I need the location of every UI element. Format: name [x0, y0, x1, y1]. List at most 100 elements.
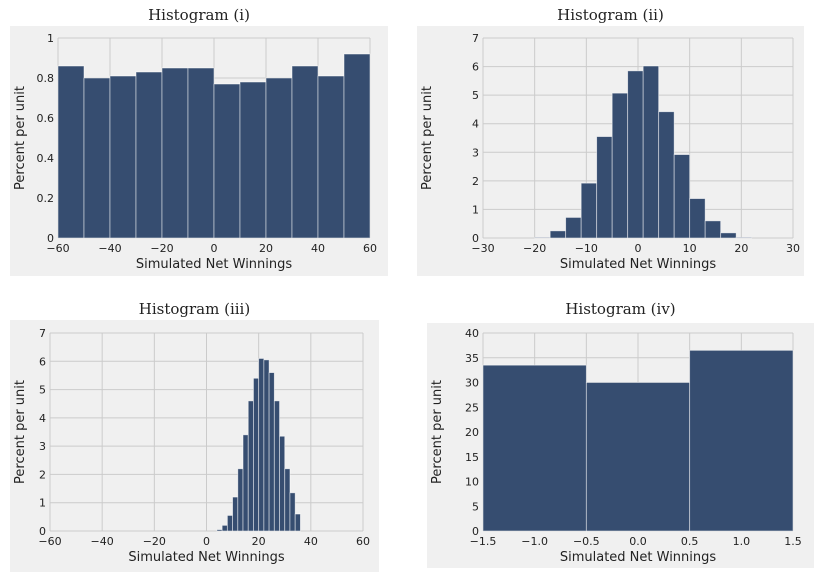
y-axis-label: Percent per unit: [13, 380, 28, 484]
histogram-title-iv: Histogram (iv): [565, 300, 676, 318]
y-tick-label: 3: [39, 440, 46, 453]
histogram-bar: [611, 92, 629, 239]
y-tick-label: 7: [472, 32, 479, 45]
x-tick-label: 30: [786, 242, 800, 255]
y-axis-label: Percent per unit: [430, 380, 445, 484]
y-tick-label: 4: [472, 118, 479, 131]
y-tick-label: 7: [39, 327, 46, 340]
histogram-bar: [289, 492, 296, 532]
x-tick-label: −0.5: [573, 535, 600, 548]
histogram-bar: [343, 53, 371, 239]
histogram-bar: [273, 400, 280, 532]
histogram-bar: [642, 65, 660, 239]
y-tick-label: 10: [465, 476, 479, 489]
histogram-bar: [482, 364, 587, 532]
y-tick-label: 0: [472, 232, 479, 245]
histogram-svg: −1.5 −1.0 −0.5 0.0 0.5 1.0 1.5 0 5 10 15 20 25 30 35 40…: [430, 327, 802, 565]
x-tick-label: 60: [356, 535, 370, 548]
y-axis-label: Percent per unit: [13, 86, 28, 190]
histogram-bar: [704, 220, 722, 239]
histogram-bar: [242, 434, 249, 532]
histogram-bar: [83, 77, 111, 239]
y-tick-label: 4: [39, 412, 46, 425]
y-tick-label: 3: [472, 146, 479, 159]
x-tick-label: 0.5: [681, 535, 699, 548]
x-tick-label: −20: [143, 535, 166, 548]
y-tick-label: 1: [47, 32, 54, 45]
histogram-bar: [263, 359, 270, 532]
y-tick-label: 15: [465, 451, 479, 464]
y-tick-label: 25: [465, 401, 479, 414]
x-tick-label: 20: [252, 535, 266, 548]
histogram-bar: [221, 524, 228, 532]
x-tick-label: 40: [311, 242, 325, 255]
histogram-bar: [627, 70, 644, 239]
histogram-bar: [239, 81, 267, 239]
histogram-bar: [549, 230, 567, 239]
y-axis-label: Percent per unit: [420, 86, 435, 190]
y-tick-label: 6: [472, 61, 479, 74]
histogram-bar: [161, 67, 189, 239]
y-tick-label: 30: [465, 377, 479, 390]
x-tick-label: 10: [683, 242, 697, 255]
histogram-bar: [284, 468, 291, 532]
histogram-bar: [658, 111, 675, 239]
histogram-bar: [265, 77, 293, 239]
x-tick-label: 1.5: [784, 535, 802, 548]
y-tick-label: 0.4: [37, 152, 55, 165]
histogram-bar: [213, 83, 241, 239]
y-tick-label: 40: [465, 327, 479, 340]
x-tick-label: −20: [150, 242, 173, 255]
histogram-bar: [237, 468, 244, 532]
y-tick-label: 0: [47, 232, 54, 245]
histogram-bar: [565, 217, 582, 239]
histogram-bar: [291, 65, 319, 239]
histogram-bar: [720, 232, 737, 239]
histogram-bar: [226, 515, 233, 532]
histogram-panel-i: −60 −40 −20 0 20 40 60 0 0.2 0.4 0.6 0.8 1 Simulated …: [10, 26, 388, 276]
histogram-title-iii: Histogram (iii): [138, 300, 251, 318]
y-tick-label: 35: [465, 352, 479, 365]
histogram-bar: [294, 513, 301, 532]
histogram-bar: [135, 71, 163, 239]
histogram-bar: [268, 372, 275, 532]
histogram-svg: −30 −20 −10 0 10 20 30 0 1 2 3 4 5 6 7 Simulated Net Wi…: [420, 32, 800, 272]
histogram-bar: [187, 67, 215, 239]
y-tick-label: 2: [39, 468, 46, 481]
y-tick-label: 0: [472, 525, 479, 538]
x-tick-label: −40: [98, 242, 121, 255]
y-tick-label: 1: [472, 203, 479, 216]
y-tick-label: 5: [472, 500, 479, 513]
x-tick-label: −60: [46, 242, 69, 255]
y-tick-label: 5: [39, 384, 46, 397]
x-tick-label: 0.0: [629, 535, 647, 548]
histogram-bar: [596, 136, 613, 239]
histogram-bar: [253, 377, 260, 532]
histogram-panel-ii: −30 −20 −10 0 10 20 30 0 1 2 3 4 5 6 7 Simulated Net Wi…: [417, 26, 804, 276]
x-axis-label: Simulated Net Winnings: [136, 257, 293, 272]
histogram-title-ii: Histogram (ii): [557, 6, 664, 24]
x-tick-label: −10: [575, 242, 598, 255]
histogram-svg: −60 −40 −20 0 20 40 60 0 0.2 0.4 0.6 0.8 1 Simulated …: [13, 32, 377, 272]
histogram-bar: [317, 75, 345, 239]
histogram-bar: [580, 182, 598, 239]
x-tick-label: −40: [91, 535, 114, 548]
histogram-bar: [232, 496, 239, 532]
x-axis-label: Simulated Net Winnings: [560, 257, 717, 272]
histogram-bar: [689, 198, 706, 239]
x-tick-label: −1.0: [521, 535, 548, 548]
histogram-bar: [57, 65, 85, 239]
histogram-bar: [216, 529, 223, 532]
x-axis-label: Simulated Net Winnings: [128, 550, 285, 565]
x-axis-label: Simulated Net Winnings: [560, 550, 717, 565]
x-tick-label: −60: [38, 535, 61, 548]
x-tick-label: −20: [523, 242, 546, 255]
x-tick-label: 0: [203, 535, 210, 548]
y-tick-label: 1: [39, 497, 46, 510]
histogram-bar: [585, 382, 691, 532]
histogram-bar: [279, 435, 286, 532]
y-tick-label: 0.2: [37, 192, 55, 205]
x-tick-label: −30: [471, 242, 494, 255]
x-tick-label: 40: [304, 535, 318, 548]
y-tick-label: 5: [472, 89, 479, 102]
